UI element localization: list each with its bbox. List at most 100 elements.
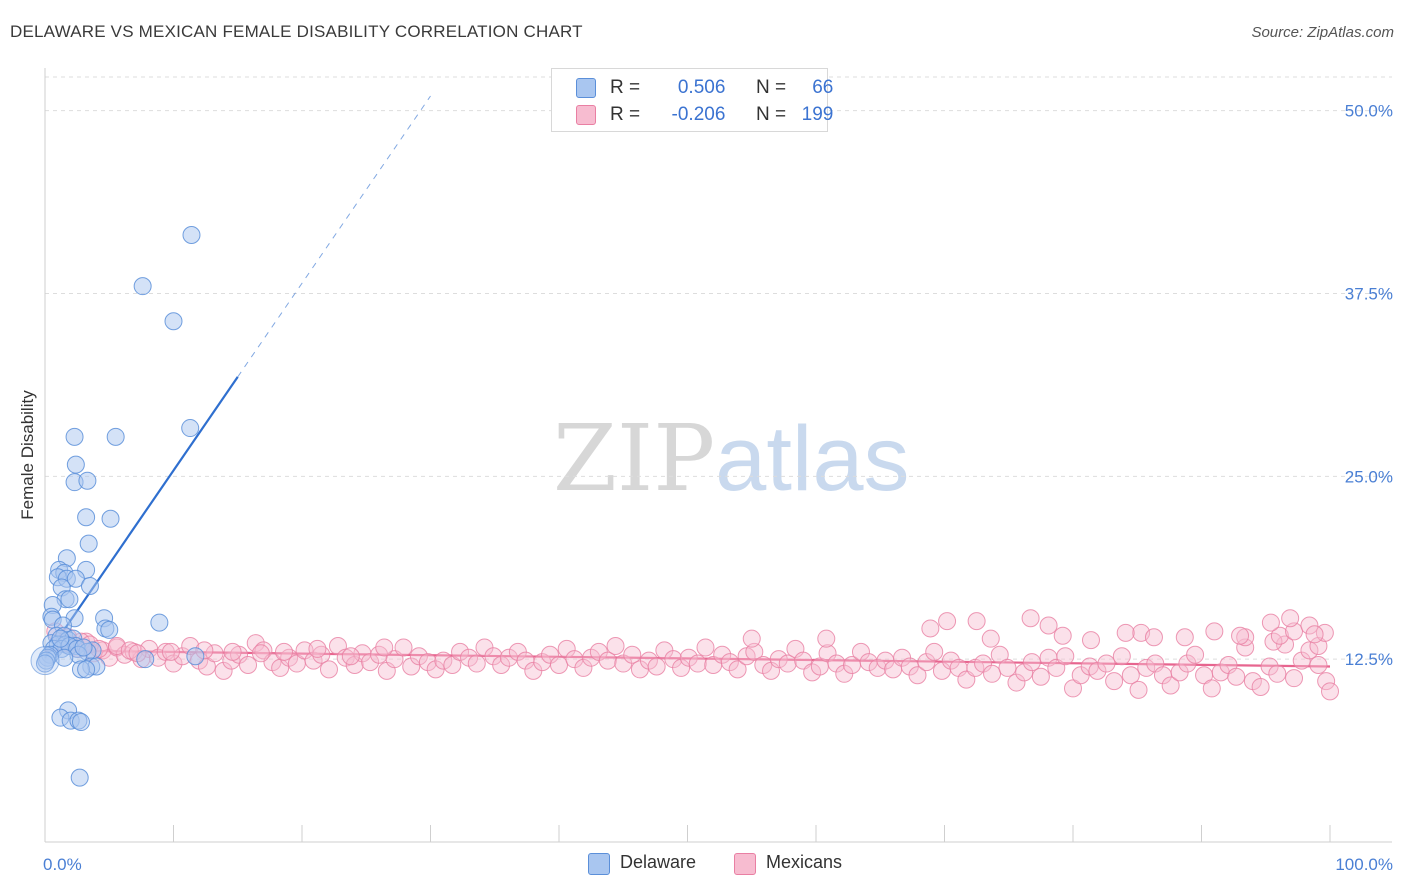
mexicans-point [574, 658, 593, 677]
mexicans-point [205, 644, 224, 663]
r-label: R = [610, 104, 641, 125]
mexicans-point [974, 654, 993, 673]
mexicans-legend-label: Mexicans [766, 852, 843, 872]
n-label: N = [755, 77, 787, 98]
delaware-point [181, 419, 200, 438]
delaware-point [36, 654, 54, 673]
delaware-point [136, 650, 155, 669]
mexicans-point [1112, 647, 1131, 666]
trend-layer [44, 95, 1331, 668]
watermark-zip: ZIP [553, 405, 716, 512]
mexicans-point [319, 660, 338, 679]
delaware-point [60, 590, 79, 609]
mexicans-point [375, 638, 394, 657]
mexicans-point [394, 638, 413, 657]
r-label: R = [610, 77, 641, 98]
mexicans-point [1039, 616, 1058, 635]
mexicans-point [361, 653, 380, 672]
x-tick-label: 0.0% [43, 855, 82, 874]
delaware-point [106, 427, 125, 446]
delaware-point [77, 508, 96, 527]
mexicans-point [1186, 645, 1205, 664]
mexicans-point [679, 648, 698, 667]
mexicans-point [1317, 672, 1336, 691]
mexicans-point [1231, 626, 1250, 645]
mexicans-point [818, 644, 837, 663]
delaware-point [78, 471, 97, 490]
delaware-point [30, 646, 60, 676]
mexicans-point [745, 642, 764, 661]
delaware-point [150, 613, 169, 632]
delaware-point [100, 620, 119, 639]
delaware-point [55, 648, 74, 667]
mexicans-point [1007, 673, 1026, 692]
mexicans-point [688, 654, 707, 673]
tick-labels: 12.5% 25.0% 37.5% 50.0% 0.0% 100.0% [43, 102, 1393, 874]
y-tick-label: 37.5% [1345, 284, 1393, 303]
mexicans-point [1281, 609, 1300, 628]
mexicans-point [1097, 654, 1116, 673]
mexicans-point [713, 645, 732, 664]
delaware-point [80, 577, 99, 596]
y-tick-label: 12.5% [1345, 650, 1393, 669]
mexicans-point [1064, 679, 1082, 698]
mexicans-point [925, 642, 944, 661]
mexicans-point [443, 656, 462, 675]
mexicans-point [817, 629, 836, 648]
mexicans-point [851, 642, 870, 661]
n-label: N = [755, 104, 787, 125]
mexicans-point [1031, 667, 1050, 686]
r-value-delaware: 0.506 [677, 77, 726, 98]
delaware-point [164, 312, 183, 331]
delaware-point [101, 509, 120, 528]
mexicans-point [550, 656, 568, 675]
mexicans-point [418, 653, 437, 672]
mexicans-point [1285, 669, 1304, 688]
mexicans-point [921, 619, 940, 638]
delaware-point [79, 534, 98, 553]
delaware-point [66, 455, 85, 474]
mexicans-legend-swatch [734, 853, 756, 875]
mexicans-point [672, 658, 691, 677]
mexicans-point [696, 638, 715, 657]
source-label: Source: ZipAtlas.com [1251, 24, 1394, 41]
correlation-legend: R = 0.506 N = 66 R = -0.206 N = 199 [551, 68, 833, 132]
delaware-point [186, 647, 205, 666]
mexicans-point [214, 661, 233, 680]
mexicans-point [402, 657, 421, 676]
mexicans-point [239, 656, 258, 675]
mexicans-point [1105, 672, 1124, 691]
delaware-swatch [576, 78, 596, 98]
mexicans-point [1261, 613, 1280, 632]
mexicans-point [908, 666, 927, 685]
mexicans-point [223, 642, 242, 661]
y-tick-label: 50.0% [1345, 102, 1393, 121]
mexicans-point [1175, 628, 1194, 647]
mexicans-point [1292, 651, 1311, 670]
mexicans-point [541, 645, 560, 664]
mexicans-point [1137, 658, 1156, 677]
mexicans-point [1129, 680, 1148, 699]
delaware-point [133, 277, 152, 296]
mexicans-point [275, 642, 294, 661]
mexicans-point [161, 642, 180, 661]
chart-title: DELAWARE VS MEXICAN FEMALE DISABILITY CO… [10, 22, 583, 41]
mexicans-point [1321, 682, 1339, 701]
delaware-point [65, 427, 84, 446]
mexicans-point [1144, 628, 1163, 647]
mexicans-point [341, 647, 360, 666]
delaware-trend-extension [237, 95, 431, 378]
mexicans-point [467, 654, 486, 673]
mexicans-point [1300, 616, 1319, 635]
mexicans-point [769, 650, 788, 669]
mexicans-point [742, 629, 761, 648]
mexicans-point [409, 647, 428, 666]
mexicans-point [1053, 626, 1072, 645]
mexicans-point [1015, 663, 1034, 682]
mexicans-point [1251, 677, 1270, 696]
mexicans-point [295, 641, 314, 660]
mexicans-point [434, 651, 453, 670]
mexicans-point [1227, 667, 1246, 686]
mexicans-point [1236, 638, 1255, 657]
